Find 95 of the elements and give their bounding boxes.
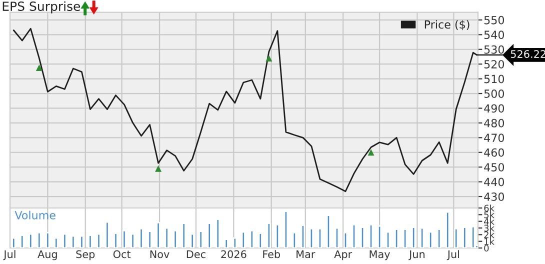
bar bbox=[96, 233, 101, 248]
bar bbox=[12, 237, 16, 248]
bar bbox=[284, 210, 288, 248]
bar bbox=[266, 222, 271, 248]
bar bbox=[318, 228, 322, 248]
y-tick-label: 450 bbox=[484, 163, 504, 172]
chart-title: Volume bbox=[14, 210, 56, 220]
bar bbox=[403, 228, 408, 248]
bar bbox=[412, 226, 416, 248]
bar bbox=[114, 232, 118, 248]
y-tick-label: 3k bbox=[484, 224, 494, 232]
point bbox=[36, 64, 42, 72]
x-tick-label: 2026 bbox=[221, 250, 246, 258]
bar bbox=[334, 227, 340, 248]
x-tick-label: Mar bbox=[296, 250, 316, 258]
bar bbox=[420, 227, 424, 248]
bar bbox=[122, 230, 126, 248]
y-tick-label: 430 bbox=[484, 192, 504, 201]
y-tick-label: 4k bbox=[484, 218, 494, 225]
bar bbox=[437, 228, 442, 248]
bar bbox=[258, 232, 262, 248]
bar bbox=[326, 214, 331, 248]
bar bbox=[216, 218, 220, 248]
y-tick-label: 550 bbox=[484, 16, 504, 24]
bar bbox=[378, 225, 382, 248]
bar bbox=[198, 230, 203, 248]
bar bbox=[71, 235, 76, 248]
chart-title: EPS Surprise bbox=[2, 1, 80, 14]
bar bbox=[28, 233, 33, 248]
bar bbox=[207, 222, 212, 248]
y-tick-label: 2k bbox=[484, 231, 494, 238]
bar bbox=[275, 224, 280, 248]
y-tick-label: 470 bbox=[484, 134, 504, 142]
bar bbox=[446, 211, 450, 248]
bar bbox=[386, 231, 390, 248]
bar bbox=[20, 234, 24, 248]
bar bbox=[241, 231, 246, 248]
y-tick-label: 1k bbox=[484, 238, 494, 245]
bar bbox=[54, 237, 58, 248]
bar bbox=[148, 230, 152, 248]
point bbox=[266, 54, 272, 62]
y-tick-label: 500 bbox=[484, 90, 504, 98]
bar bbox=[105, 221, 110, 248]
bar bbox=[428, 231, 433, 248]
bar bbox=[454, 228, 458, 248]
y-tick-label: 6k bbox=[484, 204, 494, 212]
bar bbox=[232, 237, 237, 248]
x-tick-label: Nov bbox=[150, 250, 170, 258]
bar bbox=[190, 233, 194, 248]
bar bbox=[156, 222, 160, 248]
bar bbox=[368, 224, 374, 248]
y-tick-label: 440 bbox=[484, 178, 504, 186]
bar bbox=[360, 226, 365, 248]
x-tick-label: Dec bbox=[186, 250, 206, 258]
bar bbox=[173, 230, 178, 248]
bar bbox=[250, 230, 254, 248]
x-tick-label: Jun bbox=[408, 250, 424, 260]
y-tick-label: 0 bbox=[484, 244, 489, 252]
bar bbox=[309, 228, 314, 248]
bar bbox=[343, 232, 348, 248]
bar bbox=[37, 232, 42, 248]
bar bbox=[164, 227, 169, 248]
legend-label: Price ($) bbox=[424, 20, 470, 30]
bar bbox=[130, 233, 135, 248]
bar bbox=[292, 232, 296, 248]
x-tick-label: Apr bbox=[334, 250, 352, 260]
x-tick-label: Jul bbox=[3, 250, 16, 260]
x-tick-label: May bbox=[370, 250, 390, 260]
bar bbox=[462, 226, 467, 248]
x-tick-label: Feb bbox=[263, 250, 280, 258]
bar bbox=[46, 232, 50, 248]
y-tick-label: 490 bbox=[484, 104, 504, 113]
x-tick-label: Aug bbox=[38, 250, 57, 260]
y-tick-label: 530 bbox=[484, 45, 504, 54]
bar bbox=[394, 228, 399, 248]
y-tick-label: 480 bbox=[484, 118, 504, 128]
y-tick-label: 5k bbox=[484, 211, 494, 218]
x-tick-label: Oct bbox=[113, 250, 131, 258]
bar bbox=[80, 235, 84, 248]
point bbox=[368, 149, 374, 156]
bar bbox=[139, 228, 144, 248]
bar bbox=[182, 222, 186, 248]
bar bbox=[471, 226, 476, 248]
bar bbox=[352, 224, 356, 248]
y-tick-label: 520 bbox=[484, 60, 504, 68]
y-tick-label: 540 bbox=[484, 30, 504, 40]
bar bbox=[224, 238, 228, 248]
y-tick-label: 510 bbox=[484, 74, 504, 84]
bar bbox=[88, 234, 92, 248]
y-tick-label: 460 bbox=[484, 148, 504, 157]
x-tick-label: Sep bbox=[76, 250, 95, 260]
bar bbox=[62, 233, 67, 248]
x-tick-label: Jul bbox=[446, 250, 459, 260]
bar bbox=[300, 224, 305, 248]
point bbox=[155, 165, 162, 172]
